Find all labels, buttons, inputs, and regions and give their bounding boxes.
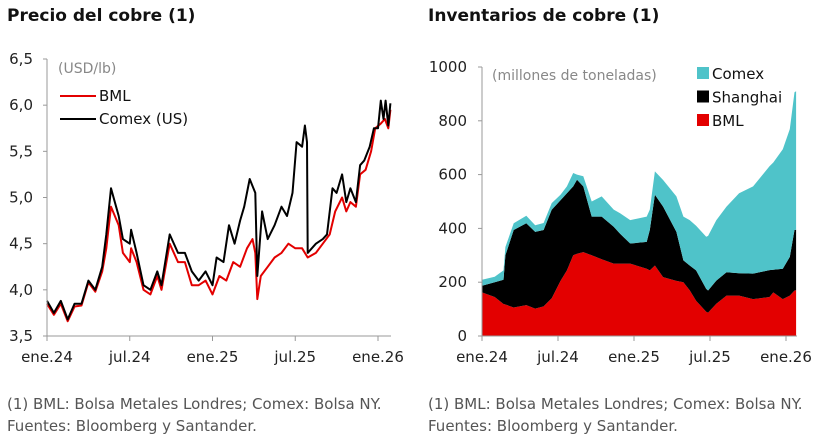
x-tick-label: ene.26 xyxy=(760,348,812,366)
legend-label: BML xyxy=(99,87,131,105)
series-line-bml xyxy=(46,109,392,323)
x-tick-label: ene.25 xyxy=(608,348,660,366)
right-footnote: (1) BML: Bolsa Metales Londres; Comex: B… xyxy=(428,393,803,437)
series-area-shanghai xyxy=(482,179,797,313)
series-area-bml xyxy=(482,252,797,336)
legend-label: Comex xyxy=(712,65,764,83)
footnote-line: Fuentes: Bloomberg y Santander. xyxy=(7,417,257,435)
legend-swatch xyxy=(697,67,709,79)
series-area-comex xyxy=(482,91,797,291)
y-tick-label: 400 xyxy=(438,219,467,237)
x-tick-label: ene.24 xyxy=(456,348,508,366)
y-tick-label: 1000 xyxy=(429,58,467,76)
y-tick-label: 5,0 xyxy=(9,189,33,207)
x-tick-label: jul.25 xyxy=(688,348,731,366)
left-chart-title: Precio del cobre (1) xyxy=(7,6,196,26)
x-tick-label: ene.24 xyxy=(21,348,73,366)
legend-swatch xyxy=(697,90,709,103)
legend-label: Comex (US) xyxy=(99,110,188,128)
y-tick-label: 6,5 xyxy=(9,50,33,68)
x-tick-label: ene.25 xyxy=(187,348,239,366)
y-tick-label: 600 xyxy=(438,166,467,184)
x-tick-label: ene.26 xyxy=(352,348,404,366)
series-line-comex-us- xyxy=(46,99,392,321)
y-tick-label: 800 xyxy=(438,112,467,130)
y-tick-label: 4,5 xyxy=(9,235,33,253)
x-tick-label: jul.24 xyxy=(108,348,151,366)
footnote-line: (1) BML: Bolsa Metales Londres; Comex: B… xyxy=(7,395,382,413)
x-tick-label: jul.25 xyxy=(273,348,316,366)
footnote-line: Fuentes: Bloomberg y Santander. xyxy=(428,417,678,435)
legend-label: BML xyxy=(712,112,744,130)
unit-label: (millones de toneladas) xyxy=(492,68,657,84)
y-tick-label: 6,0 xyxy=(9,96,33,114)
legend-label: Shanghai xyxy=(712,89,782,107)
legend-swatch xyxy=(697,114,709,126)
right-chart-title: Inventarios de cobre (1) xyxy=(428,6,660,26)
y-tick-label: 200 xyxy=(438,273,467,291)
x-tick-label: jul.24 xyxy=(536,348,579,366)
left-footnote: (1) BML: Bolsa Metales Londres; Comex: B… xyxy=(7,393,382,437)
unit-label: (USD/lb) xyxy=(58,61,116,77)
y-tick-label: 3,5 xyxy=(9,327,33,345)
y-tick-label: 4,0 xyxy=(9,281,33,299)
footnote-line: (1) BML: Bolsa Metales Londres; Comex: B… xyxy=(428,395,803,413)
y-tick-label: 5,5 xyxy=(9,142,33,160)
y-tick-label: 0 xyxy=(457,327,467,345)
